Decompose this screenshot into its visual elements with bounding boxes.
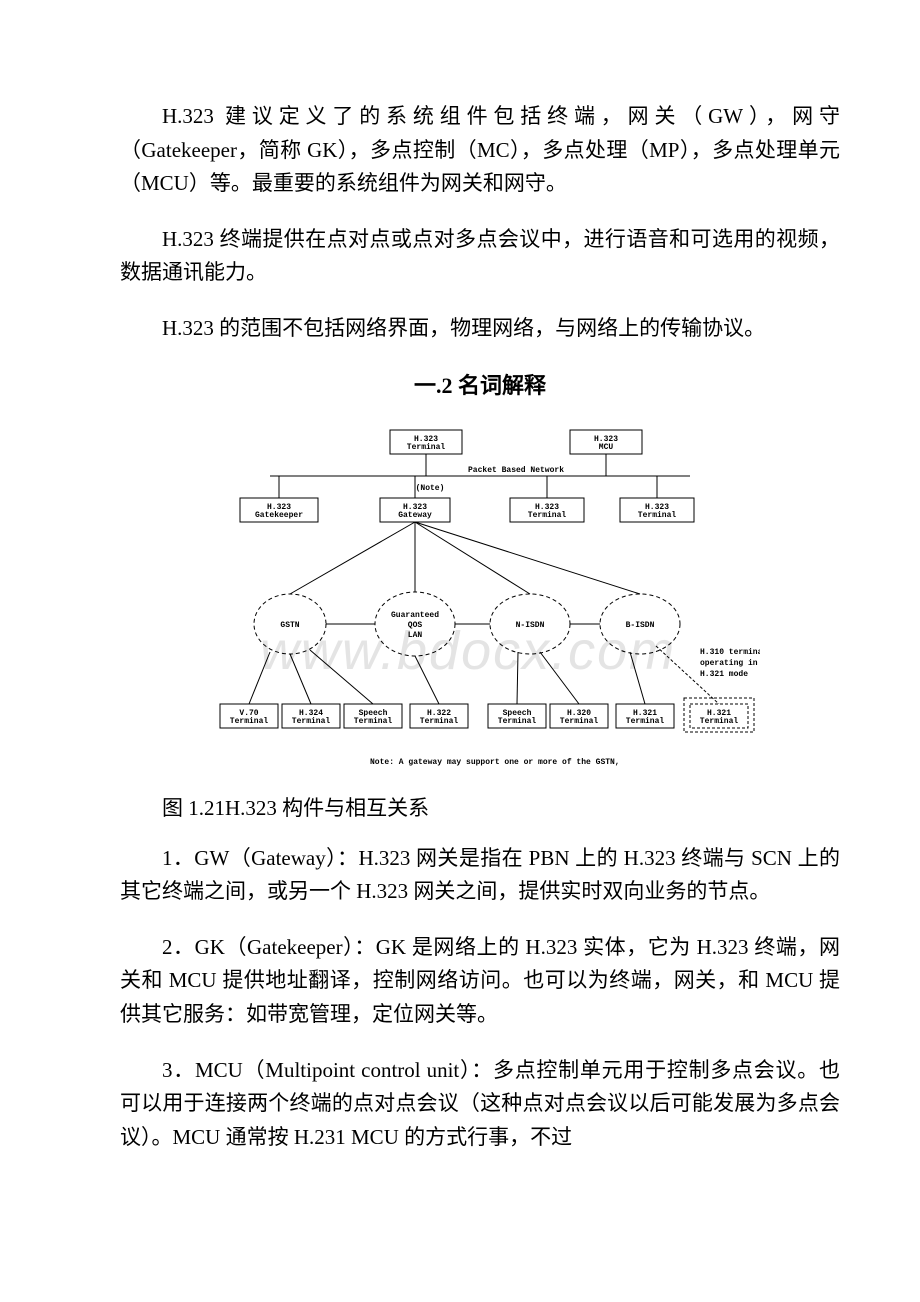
svg-text:Gateway: Gateway (398, 511, 432, 520)
svg-text:H.321 mode: H.321 mode (700, 670, 748, 679)
figure-caption: 图 1.21H.323 构件与相互关系 (120, 792, 840, 822)
svg-text:B-ISDN: B-ISDN (626, 621, 655, 630)
h323-diagram: Packet Based Network(Note)H.323TerminalH… (200, 424, 760, 784)
svg-text:N-ISDN: N-ISDN (516, 621, 545, 630)
svg-text:Terminal: Terminal (626, 717, 665, 726)
svg-text:Terminal: Terminal (354, 717, 393, 726)
svg-text:(Note): (Note) (416, 484, 445, 493)
paragraph-3: H.323 的范围不包括网络界面，物理网络，与网络上的传输协议。 (120, 312, 840, 346)
paragraph-1: H.323 建议定义了的系统组件包括终端，网关（GW），网守（Gatekeepe… (120, 100, 840, 201)
svg-text:GSTN: GSTN (280, 621, 299, 630)
svg-text:LAN: LAN (408, 631, 423, 640)
svg-text:Terminal: Terminal (230, 717, 269, 726)
svg-text:Guaranteed: Guaranteed (391, 611, 439, 620)
section-heading: 一.2 名词解释 (120, 368, 840, 400)
paragraph-2: H.323 终端提供在点对点或点对多点会议中，进行语音和可选用的视频，数据通讯能… (120, 223, 840, 290)
svg-text:MCU: MCU (599, 443, 614, 452)
svg-text:Terminal: Terminal (528, 511, 567, 520)
svg-text:operating in: operating in (700, 659, 758, 668)
definition-2: 2．GK（Gatekeeper）：GK 是网络上的 H.323 实体，它为 H.… (120, 931, 840, 1032)
svg-text:Packet Based Network: Packet Based Network (468, 466, 564, 475)
svg-text:Terminal: Terminal (292, 717, 331, 726)
svg-text:Terminal: Terminal (420, 717, 459, 726)
svg-text:Terminal: Terminal (498, 717, 537, 726)
svg-text:Terminal: Terminal (700, 717, 739, 726)
svg-text:Note: A gateway may support on: Note: A gateway may support one or more … (370, 758, 620, 767)
svg-text:Terminal: Terminal (638, 511, 677, 520)
svg-text:Terminal: Terminal (560, 717, 599, 726)
definition-3: 3．MCU（Multipoint control unit）：多点控制单元用于控… (120, 1054, 840, 1155)
definition-1: 1．GW（Gateway）：H.323 网关是指在 PBN 上的 H.323 终… (120, 842, 840, 909)
svg-text:H.310 terminal: H.310 terminal (700, 648, 760, 657)
svg-text:Terminal: Terminal (407, 443, 446, 452)
diagram-figure: Packet Based Network(Note)H.323TerminalH… (120, 424, 840, 784)
svg-text:QOS: QOS (408, 621, 423, 630)
svg-text:Gatekeeper: Gatekeeper (255, 511, 303, 520)
